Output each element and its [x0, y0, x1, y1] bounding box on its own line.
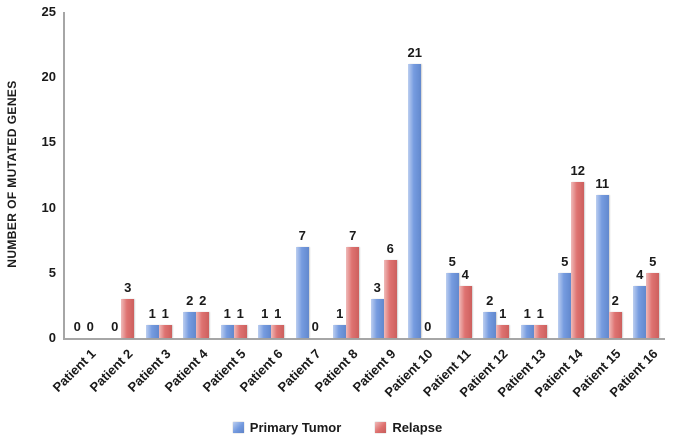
bar-relapse — [121, 298, 135, 338]
bar-relapse — [496, 324, 510, 338]
bar-primary-tumor — [370, 298, 384, 338]
data-label: 0 — [86, 319, 94, 334]
data-label: 0 — [424, 319, 432, 334]
bar-relapse — [646, 272, 660, 338]
bar-primary-tumor — [183, 311, 197, 338]
y-tick-label: 10 — [41, 199, 56, 215]
data-label: 1 — [523, 305, 531, 321]
bar-primary-tumor — [145, 324, 159, 338]
data-label: 0 — [111, 319, 119, 334]
bar-primary-tumor — [220, 324, 234, 338]
bar-relapse — [383, 259, 397, 338]
data-label: 1 — [536, 305, 544, 321]
data-label: 2 — [611, 292, 619, 308]
legend-swatch-primary-tumor — [232, 422, 244, 433]
data-label: 11 — [595, 175, 610, 191]
bar-relapse — [271, 324, 285, 338]
data-label: 4 — [461, 266, 469, 282]
y-tick-label: 20 — [41, 69, 56, 85]
data-label: 3 — [124, 279, 132, 295]
bar-relapse — [233, 324, 247, 338]
data-label: 0 — [73, 319, 81, 334]
data-label: 1 — [223, 305, 231, 321]
legend-swatch-relapse — [375, 422, 387, 433]
legend-item-relapse: Relapse — [375, 420, 442, 435]
bar-primary-tumor — [445, 272, 459, 338]
data-label: 7 — [298, 227, 306, 243]
data-label: 5 — [561, 253, 569, 269]
data-label: 1 — [148, 305, 156, 321]
bar-relapse — [608, 311, 622, 338]
bar-primary-tumor — [295, 246, 309, 338]
data-label: 1 — [261, 305, 269, 321]
y-tick-label: 25 — [41, 4, 56, 19]
data-label: 12 — [570, 162, 585, 178]
data-label: 5 — [649, 253, 657, 269]
bar-relapse — [158, 324, 172, 338]
data-label: 2 — [186, 292, 194, 308]
data-label: 1 — [274, 305, 282, 321]
data-label: 2 — [199, 292, 207, 308]
bar-primary-tumor — [258, 324, 272, 338]
bar-relapse — [571, 181, 585, 338]
bar-primary-tumor — [558, 272, 572, 338]
data-label: 1 — [336, 305, 344, 321]
data-label: 2 — [486, 292, 494, 308]
data-label: 1 — [236, 305, 244, 321]
data-label: 7 — [349, 227, 357, 243]
y-tick-label: 5 — [48, 264, 56, 280]
legend-item-primary-tumor: Primary Tumor — [232, 420, 342, 435]
data-label: 21 — [407, 45, 422, 61]
data-label: 6 — [386, 240, 394, 256]
data-label: 5 — [448, 253, 456, 269]
bar-primary-tumor — [520, 324, 534, 338]
data-label: 0 — [311, 319, 319, 334]
legend-label-primary-tumor: Primary Tumor — [249, 420, 342, 435]
legend-label-relapse: Relapse — [392, 420, 443, 435]
bar-primary-tumor — [595, 194, 609, 338]
bar-primary-tumor — [408, 64, 422, 338]
bar-primary-tumor — [483, 311, 497, 338]
data-label: 1 — [161, 305, 169, 321]
bar-relapse — [196, 311, 210, 338]
legend: Primary Tumor Relapse — [0, 420, 675, 435]
plot-area: 0 0 0 3 1 1 2 2 1 1 1 1 7 0 1 7 3 6 21 0 5 4 2 1 1 1 5 12 11 2 4 5 — [63, 12, 665, 340]
data-label: 4 — [636, 266, 644, 282]
data-label: 1 — [499, 305, 507, 321]
y-tick-label: 0 — [48, 330, 56, 345]
bar-primary-tumor — [333, 324, 347, 338]
bar-primary-tumor — [633, 285, 647, 338]
bar-relapse — [533, 324, 547, 338]
y-axis-title: NUMBER OF MUTATED GENES — [5, 80, 19, 268]
bar-relapse — [458, 285, 472, 338]
bar-relapse — [346, 246, 360, 338]
y-tick-label: 15 — [41, 134, 56, 150]
data-label: 3 — [373, 279, 381, 295]
